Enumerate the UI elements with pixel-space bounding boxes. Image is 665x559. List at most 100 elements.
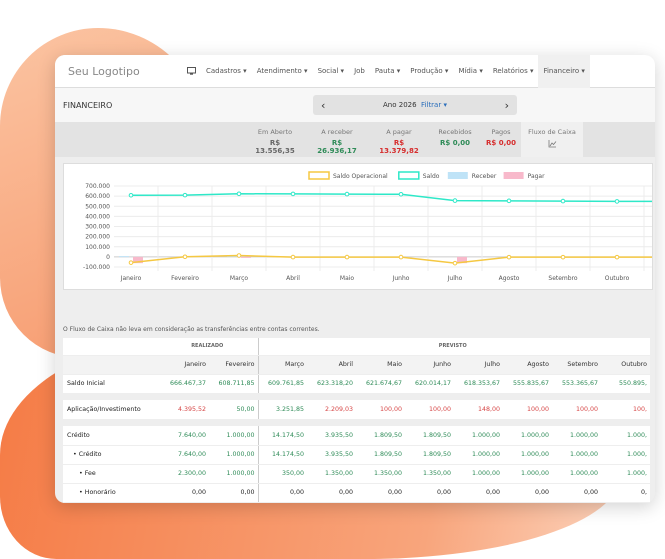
cell-value: 550.895,	[601, 374, 650, 394]
nav-item[interactable]: Financeiro ▾	[538, 54, 590, 88]
summary-bar: Em Aberto R$ 13.556,35 A receber R$ 26.936,…	[55, 122, 655, 157]
nav-item[interactable]: Mídia ▾	[458, 67, 483, 75]
monitor-icon[interactable]	[182, 55, 201, 88]
cell-value: 0,00	[307, 483, 356, 503]
legend-swatch[interactable]	[308, 171, 330, 180]
filter-dropdown[interactable]: Filtrar ▾	[421, 101, 447, 109]
cell-value: 100,00	[503, 400, 552, 420]
nav-item[interactable]: Social ▾	[317, 67, 345, 75]
fluxo-de-caixa-tab[interactable]: Fluxo de Caixa	[521, 122, 583, 157]
summary-label: Recebidos	[438, 128, 472, 136]
summary-label: Pagos	[491, 128, 511, 136]
app-window: Seu Logotipo Cadastros ▾ Atendimento ▾ Soc…	[55, 54, 655, 503]
bar-pagar	[133, 256, 143, 264]
cell-value: 555.835,67	[503, 374, 552, 394]
y-tick-label: 400.000	[85, 213, 110, 220]
data-point	[506, 198, 512, 204]
next-year-button[interactable]: ›	[504, 98, 509, 112]
x-tick-label: Setembro	[548, 275, 578, 282]
cell-value: 1.000,00	[454, 426, 503, 446]
cell-value: 1.000,00	[454, 464, 503, 484]
summary-item: A pagar R$ 13.379,82	[374, 128, 424, 155]
cell-value: 1.000,00	[454, 445, 503, 465]
cell-value: 666.467,37	[160, 374, 209, 394]
y-tick-label: 0	[106, 254, 110, 261]
nav-item[interactable]: Produção ▾	[410, 67, 449, 75]
data-point	[128, 192, 134, 198]
row-label: • Honorário	[63, 483, 160, 503]
cell-value: 0,00	[257, 483, 307, 503]
line-saldo	[130, 193, 652, 203]
data-point	[560, 198, 566, 204]
summary-item: A receber R$ 26.936,17	[312, 128, 362, 155]
cell-value: 618.353,67	[454, 374, 503, 394]
table-row: Aplicação/Investimento 4.395,52 50,00 3.251…	[63, 400, 650, 420]
table-row: • Honorário 0,00 0,00 0,00 0,00 0,00 0,00 0,00 0…	[63, 483, 650, 503]
y-tick-label: 300.000	[85, 224, 110, 231]
data-point	[506, 254, 512, 260]
y-tick-label: 100.000	[85, 244, 110, 251]
cell-value: 1.000,00	[503, 445, 552, 465]
cash-flow-note: O Fluxo de Caixa não leva em consideraçã…	[63, 326, 320, 333]
summary-item: Pagos R$ 0,00	[476, 128, 526, 147]
nav-item[interactable]: Relatórios ▾	[492, 67, 534, 75]
data-point	[560, 254, 566, 260]
cell-value: 553.365,67	[552, 374, 601, 394]
logo[interactable]: Seu Logotipo	[68, 64, 140, 78]
cell-value: 1.350,00	[356, 464, 405, 484]
cell-value: 2.300,00	[160, 464, 209, 484]
legend-label[interactable]: Saldo Operacional	[333, 173, 388, 180]
legend-label[interactable]: Saldo	[423, 173, 440, 180]
data-point	[236, 191, 242, 197]
legend-label[interactable]: Receber	[472, 173, 497, 180]
data-point	[614, 254, 620, 260]
summary-label: A pagar	[386, 128, 412, 136]
cell-value: 1.350,00	[307, 464, 356, 484]
data-point	[290, 254, 296, 260]
line-saldo-operacional	[130, 254, 652, 264]
data-point	[614, 199, 620, 204]
nav-item[interactable]: Pauta ▾	[374, 67, 401, 75]
nav-item[interactable]: Atendimento ▾	[256, 67, 308, 75]
cell-value: 0,00	[356, 483, 405, 503]
data-point	[452, 260, 458, 266]
month-header: Abril	[307, 355, 356, 375]
cash-flow-chart: 700.000 600.000 500.000 400.000 300.000 200.0…	[63, 163, 653, 290]
table-row: • Fee 2.300,00 1.000,00 350,00 1.350,00 1.350…	[63, 464, 650, 484]
cell-value: 1.000,00	[209, 445, 258, 465]
cell-value: 0,	[601, 483, 650, 503]
month-header: Março	[257, 355, 307, 375]
nav-item[interactable]: Cadastros ▾	[206, 67, 247, 75]
cell-value: 1.000,	[601, 426, 650, 446]
page-header: FINANCEIRO ‹ Ano 2026 Filtrar ▾ ›	[55, 88, 655, 122]
legend-label[interactable]: Pagar	[528, 173, 546, 180]
table-row: Saldo Inicial 666.467,37 608.711,85 609.761…	[63, 374, 650, 394]
cell-value: 100,	[601, 400, 650, 420]
navbar: Seu Logotipo Cadastros ▾ Atendimento ▾ Soc…	[55, 54, 655, 88]
row-label: • Crédito	[63, 445, 160, 465]
cell-value: 1.000,00	[209, 464, 258, 484]
summary-value: R$ 13.379,82	[379, 139, 419, 155]
data-point	[344, 254, 350, 260]
cell-value: 623.318,20	[307, 374, 356, 394]
month-header: Setembro	[552, 355, 601, 375]
cell-value: 100,00	[356, 400, 405, 420]
row-label: Aplicação/Investimento	[63, 400, 160, 420]
cell-value: 609.761,85	[257, 374, 307, 394]
legend-swatch[interactable]	[503, 172, 524, 179]
cell-value: 100,00	[552, 400, 601, 420]
cell-value: 1.000,00	[503, 426, 552, 446]
nav-item[interactable]: Job	[354, 67, 365, 75]
table-row: Crédito 7.640,00 1.000,00 14.174,50 3.935,50…	[63, 426, 650, 446]
cell-value: 350,00	[257, 464, 307, 484]
x-tick-label: Fevereiro	[171, 275, 199, 282]
month-header: Julho	[454, 355, 503, 375]
table-row: • Crédito 7.640,00 1.000,00 14.174,50 3.935,…	[63, 445, 650, 465]
legend-swatch[interactable]	[398, 171, 420, 180]
cell-value: 3.251,85	[257, 400, 307, 420]
legend-swatch[interactable]	[447, 172, 468, 179]
prev-year-button[interactable]: ‹	[321, 98, 326, 112]
x-tick-label: Abril	[286, 275, 300, 282]
summary-item: Recebidos R$ 0,00	[430, 128, 480, 147]
summary-value: R$ 13.556,35	[255, 139, 295, 155]
